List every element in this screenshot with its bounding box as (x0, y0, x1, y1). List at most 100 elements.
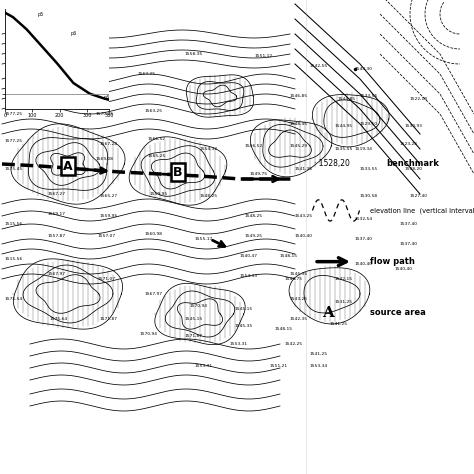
Text: 1549,75: 1549,75 (285, 277, 303, 281)
Text: 1563,25: 1563,25 (138, 72, 156, 76)
Text: elevation line  (vertical interval : 1m.): elevation line (vertical interval : 1m.) (370, 207, 474, 214)
Text: A: A (63, 159, 73, 173)
Text: 1527,40: 1527,40 (410, 194, 428, 198)
Text: 1575,54: 1575,54 (5, 297, 23, 301)
Text: 1544,95: 1544,95 (335, 124, 353, 128)
Text: 1545,35: 1545,35 (290, 272, 308, 276)
Text: 1542,55: 1542,55 (310, 64, 328, 68)
Text: 1541,25: 1541,25 (310, 352, 328, 356)
Text: 1545,29: 1545,29 (290, 144, 308, 148)
Text: 1557,87: 1557,87 (48, 234, 66, 238)
Text: 1540,40: 1540,40 (395, 267, 413, 271)
Text: 1543,25: 1543,25 (290, 297, 308, 301)
Text: 1556,52: 1556,52 (245, 144, 263, 148)
Text: 1545,35: 1545,35 (235, 324, 253, 328)
Text: 1540,40: 1540,40 (355, 262, 373, 266)
Text: 1571,87: 1571,87 (100, 317, 118, 321)
Text: p5: p5 (37, 12, 44, 17)
Text: 1545,15: 1545,15 (235, 307, 253, 311)
Text: 1560,98: 1560,98 (145, 232, 163, 236)
Text: 1523,24: 1523,24 (400, 142, 418, 146)
Text: 1563,25: 1563,25 (145, 109, 163, 113)
Text: 1548,15: 1548,15 (275, 327, 293, 331)
Text: 1577,25: 1577,25 (5, 139, 23, 143)
Text: 1554,33: 1554,33 (240, 274, 258, 278)
Text: 1549,25: 1549,25 (245, 234, 263, 238)
Text: 1548,25: 1548,25 (200, 194, 218, 198)
Text: 1553,31: 1553,31 (195, 364, 213, 368)
Text: 1565,25: 1565,25 (148, 154, 166, 158)
Text: 1541,35: 1541,35 (295, 167, 313, 171)
Text: 1567,24: 1567,24 (100, 142, 118, 146)
Text: 1530,58: 1530,58 (360, 194, 378, 198)
Text: 1577,25: 1577,25 (5, 112, 23, 116)
Text: 1553,34: 1553,34 (310, 364, 328, 368)
Text: 1533,55: 1533,55 (360, 94, 378, 98)
Text: 1557,07: 1557,07 (98, 234, 116, 238)
Text: 1571,87: 1571,87 (185, 334, 203, 338)
Text: p6: p6 (70, 30, 76, 36)
Text: 1535,55: 1535,55 (335, 147, 354, 151)
Text: 1558,35: 1558,35 (185, 52, 203, 56)
Text: 1541,25: 1541,25 (330, 322, 348, 326)
Text: 1530,93: 1530,93 (405, 124, 423, 128)
Text: 1570,25: 1570,25 (96, 112, 114, 116)
Text: 1531,25: 1531,25 (335, 300, 353, 304)
Text: 1553,31: 1553,31 (230, 342, 248, 346)
Text: 1572,79: 1572,79 (18, 22, 36, 26)
Text: 1575,64: 1575,64 (50, 317, 68, 321)
Text: 1540,47: 1540,47 (240, 254, 258, 258)
Text: 1554,32: 1554,32 (200, 147, 218, 151)
Text: 1519,34: 1519,34 (355, 147, 373, 151)
Text: 1575,45: 1575,45 (5, 167, 23, 171)
Text: 1571,07: 1571,07 (98, 277, 116, 281)
Text: 1551,12: 1551,12 (255, 54, 273, 58)
Text: 1548,15: 1548,15 (280, 254, 298, 258)
Text: source area: source area (370, 309, 426, 317)
Text: 1549,75: 1549,75 (250, 172, 268, 176)
Text: 1559,95: 1559,95 (100, 214, 118, 218)
Text: 1537,40: 1537,40 (400, 242, 418, 246)
Text: 1551,21: 1551,21 (270, 364, 288, 368)
Text: 1559,95: 1559,95 (150, 192, 168, 196)
Text: 1570,94: 1570,94 (140, 332, 158, 336)
Text: 1508,20: 1508,20 (405, 167, 423, 171)
Text: 1569,08: 1569,08 (96, 157, 114, 161)
Text: 1543,25: 1543,25 (295, 214, 313, 218)
Text: 1565,27: 1565,27 (100, 194, 118, 198)
Text: 1533,55: 1533,55 (360, 167, 378, 171)
Text: 1542,15: 1542,15 (335, 277, 353, 281)
Text: 1567,97: 1567,97 (48, 272, 66, 276)
Text: 1515,56: 1515,56 (5, 257, 23, 261)
Text: 1567,97: 1567,97 (145, 292, 163, 296)
Text: 1537,40: 1537,40 (400, 222, 418, 226)
Text: 1515,56: 1515,56 (5, 222, 23, 226)
Text: 1555,17: 1555,17 (195, 237, 213, 241)
Text: benchmark: benchmark (386, 159, 439, 168)
Text: 1548,25: 1548,25 (245, 214, 263, 218)
Text: p6: p6 (103, 95, 109, 100)
Text: 1570,25: 1570,25 (82, 52, 100, 56)
Text: 1545,15: 1545,15 (185, 317, 203, 321)
Text: 1566,52: 1566,52 (148, 137, 166, 141)
Text: 1522,18: 1522,18 (410, 97, 428, 101)
Text: 1532,54: 1532,54 (355, 217, 373, 221)
Text: 1573,80: 1573,80 (5, 54, 23, 58)
Text: 1540,40: 1540,40 (295, 234, 313, 238)
Text: 1544,30: 1544,30 (355, 67, 373, 71)
Text: · 1528,20: · 1528,20 (314, 159, 350, 168)
Text: 1567,27: 1567,27 (48, 192, 66, 196)
Text: 1569,17: 1569,17 (48, 212, 66, 216)
Text: 1570,94: 1570,94 (190, 304, 208, 308)
Text: A: A (322, 306, 334, 320)
Text: 1548,45: 1548,45 (290, 122, 308, 126)
Text: 1529,50: 1529,50 (360, 122, 378, 126)
Text: 1537,40: 1537,40 (355, 237, 373, 241)
Text: 1542,35: 1542,35 (290, 317, 308, 321)
Text: 1542,25: 1542,25 (285, 342, 303, 346)
Text: 1577,45: 1577,45 (5, 85, 23, 89)
Text: 1544,85: 1544,85 (338, 97, 356, 101)
Text: flow path: flow path (370, 257, 415, 266)
Text: B: B (173, 165, 183, 179)
Text: 1546,85: 1546,85 (290, 94, 308, 98)
